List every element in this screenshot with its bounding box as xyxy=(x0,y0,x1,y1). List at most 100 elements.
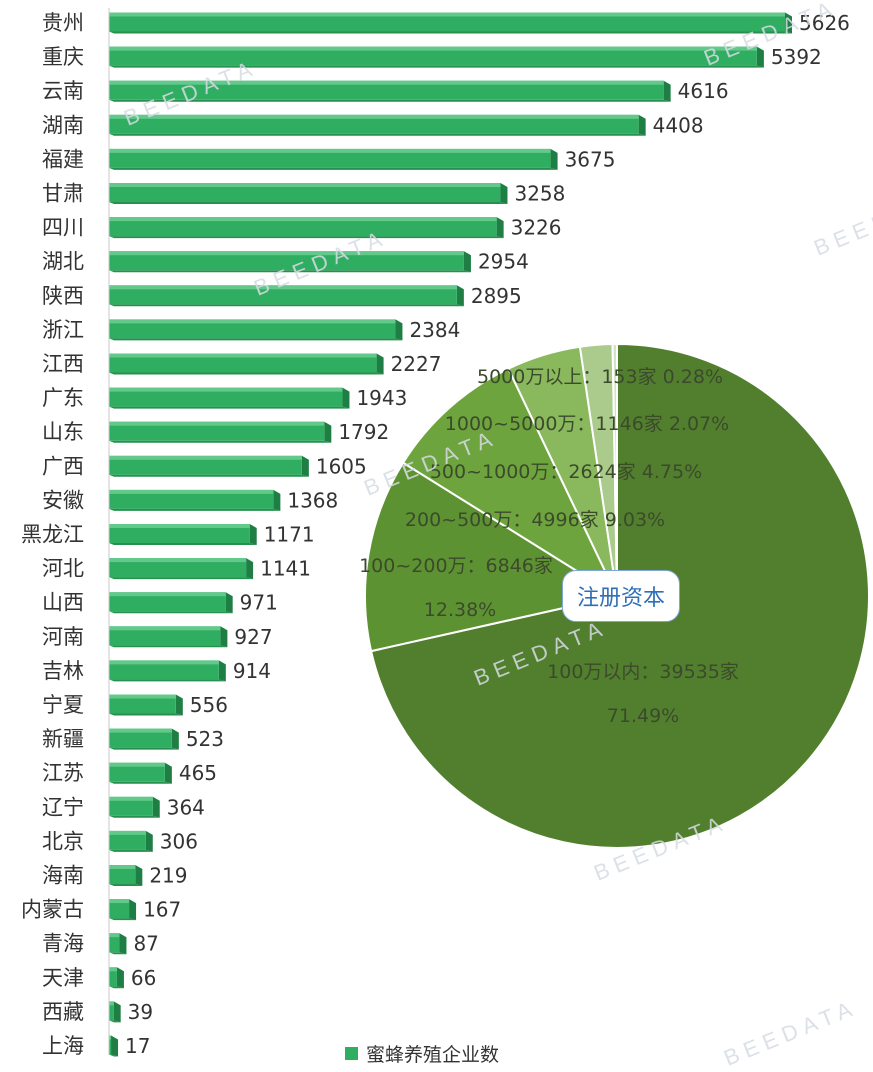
bar-bottom xyxy=(109,577,254,580)
bar-highlight xyxy=(109,421,325,426)
bar xyxy=(109,80,664,100)
bar xyxy=(109,728,172,748)
bar-bottom xyxy=(109,747,179,750)
data-label: 465 xyxy=(179,761,217,785)
bar-highlight xyxy=(109,967,117,972)
data-label: 5626 xyxy=(799,11,850,35)
data-label: 4616 xyxy=(678,79,729,103)
bar-side xyxy=(152,796,160,818)
bar-side xyxy=(324,421,332,443)
bar xyxy=(109,12,785,32)
data-label: 4408 xyxy=(653,113,704,137)
slice-label: 5000万以上：153家 0.28% xyxy=(477,366,723,388)
bar xyxy=(109,592,226,612)
bar-bottom xyxy=(109,679,226,682)
bar-highlight xyxy=(109,46,757,51)
bar-highlight xyxy=(109,80,664,85)
bar-highlight xyxy=(109,1001,114,1006)
category-label: 北京 xyxy=(42,829,84,853)
bar-side xyxy=(111,1035,119,1057)
bar-bottom xyxy=(109,202,508,204)
data-label: 364 xyxy=(167,795,205,819)
bar-side xyxy=(463,251,471,273)
bar xyxy=(109,865,136,884)
bar xyxy=(109,1001,114,1021)
bar-side xyxy=(113,1001,121,1023)
data-label: 1792 xyxy=(338,420,389,444)
category-label: 新疆 xyxy=(42,727,84,751)
category-label: 河南 xyxy=(42,625,84,649)
bar-bottom xyxy=(109,815,160,818)
bar-side xyxy=(456,285,464,307)
bar xyxy=(109,353,377,373)
bar-side xyxy=(756,46,764,68)
category-label: 江苏 xyxy=(42,761,84,785)
bar-bottom xyxy=(109,849,153,852)
bar-highlight xyxy=(109,728,172,733)
category-label: 山西 xyxy=(42,591,84,615)
bar-side xyxy=(129,899,137,921)
bar-highlight xyxy=(109,660,219,665)
data-label: 17 xyxy=(125,1034,150,1058)
bar-side xyxy=(395,319,403,341)
bar-highlight xyxy=(109,387,343,392)
category-label: 宁夏 xyxy=(42,693,84,717)
data-label: 219 xyxy=(149,864,187,888)
bar-side xyxy=(301,455,309,477)
bar xyxy=(109,762,165,782)
bar-chart: 贵州 5626 重庆 5392 云南 4616 湖南 4408 福建 3675 甘肃 3258 四川 32… xyxy=(21,8,850,1058)
bar xyxy=(109,217,497,237)
bar-side xyxy=(249,524,257,545)
bar xyxy=(109,387,343,407)
data-label: 3675 xyxy=(565,147,616,171)
bar-side xyxy=(164,762,172,784)
bar-side xyxy=(220,626,228,648)
data-label: 1368 xyxy=(287,488,338,512)
category-label: 黑龙江 xyxy=(21,523,84,547)
bar-side xyxy=(638,114,646,136)
bar-side xyxy=(273,489,281,511)
category-label: 海南 xyxy=(42,864,84,888)
bar xyxy=(109,251,464,271)
slice-percent-label: 12.38% xyxy=(424,599,496,621)
data-label: 1141 xyxy=(260,557,311,581)
bar-bottom xyxy=(109,713,183,716)
bar xyxy=(109,46,757,66)
bar-side xyxy=(171,728,179,750)
category-label: 吉林 xyxy=(42,659,84,683)
category-label: 内蒙古 xyxy=(21,898,84,922)
bar-highlight xyxy=(109,694,176,699)
pie-slice xyxy=(364,461,620,653)
bar-bottom xyxy=(109,918,137,921)
slice-label: 200~500万：4996家 9.03% xyxy=(405,509,665,531)
bar-side xyxy=(218,660,226,682)
bar-bottom xyxy=(109,952,127,955)
data-label: 1943 xyxy=(356,386,407,410)
bar-highlight xyxy=(109,353,377,358)
bar-bottom xyxy=(109,611,233,614)
bar xyxy=(109,967,117,987)
category-label: 江西 xyxy=(42,352,84,376)
bar-bottom xyxy=(109,884,143,886)
bar xyxy=(109,830,146,850)
pie-slice xyxy=(401,367,620,599)
bar-highlight xyxy=(109,933,120,938)
bar-bottom xyxy=(109,440,332,443)
data-label: 87 xyxy=(133,932,158,956)
bar-bottom xyxy=(109,270,471,273)
data-label: 2227 xyxy=(391,352,442,376)
bar-bottom xyxy=(109,474,309,477)
category-label: 广东 xyxy=(42,386,84,410)
bar-highlight xyxy=(109,865,136,869)
category-label: 青海 xyxy=(42,932,84,956)
slice-label: 1000~5000万：1146家 2.07% xyxy=(445,413,729,435)
pie-center-label: 注册资本 xyxy=(562,570,680,622)
bar-bottom xyxy=(109,508,281,511)
category-label: 上海 xyxy=(42,1034,84,1058)
bar-side xyxy=(145,830,153,852)
data-label: 2895 xyxy=(471,284,522,308)
bar-highlight xyxy=(109,558,247,563)
bar xyxy=(109,626,221,646)
bar-highlight xyxy=(109,830,146,835)
